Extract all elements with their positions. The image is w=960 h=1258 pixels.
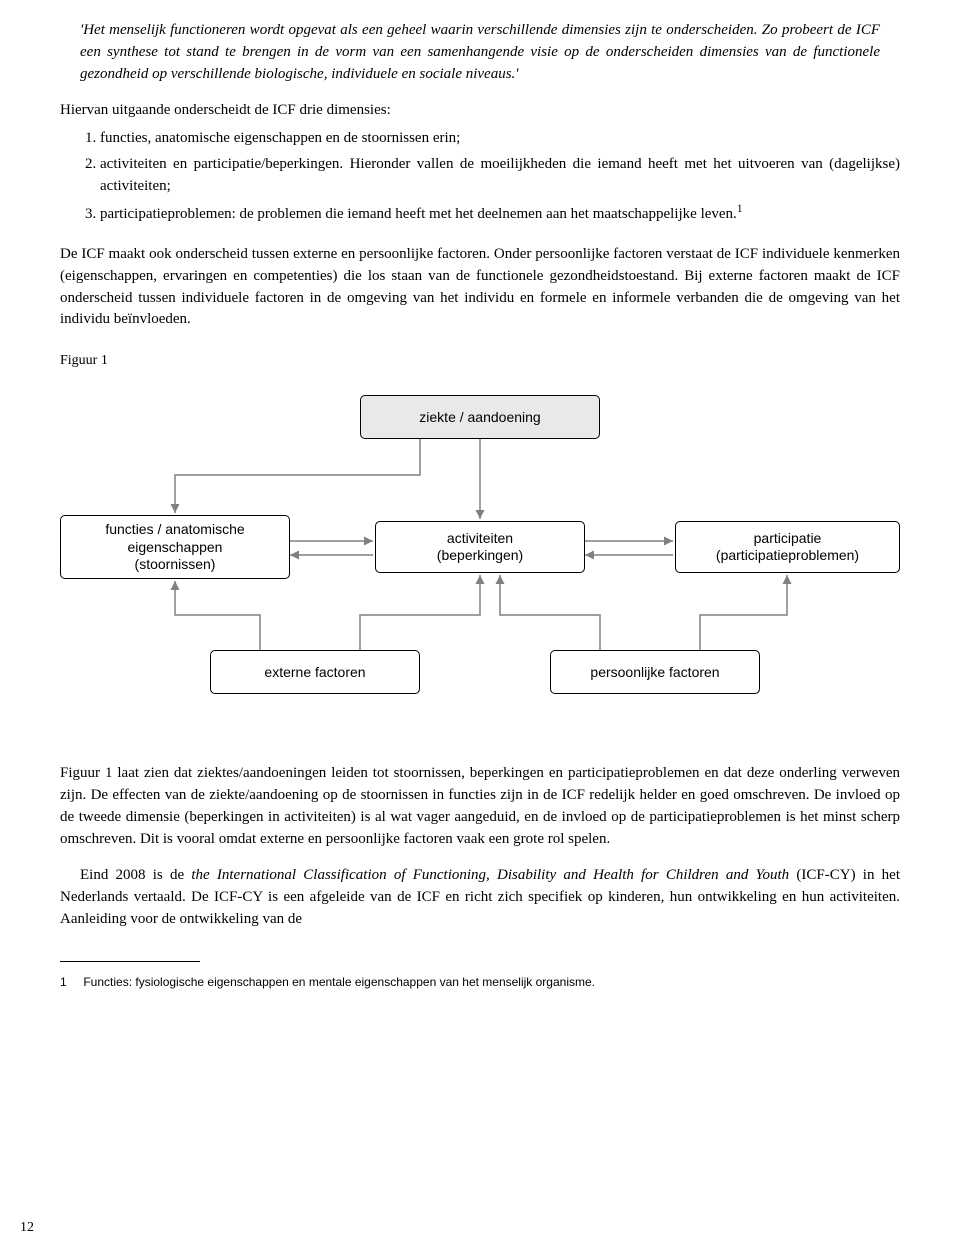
footnote-separator [60,961,200,962]
dimensions-list: functies, anatomische eigenschappen en d… [60,128,900,226]
box-label: ziekte / aandoening [419,409,540,427]
paragraph-icf-cy: Eind 2008 is de the International Classi… [60,865,900,930]
diagram-box-activities: activiteiten (beperkingen) [375,521,585,573]
diagram-box-disease: ziekte / aandoening [360,395,600,439]
box-label: persoonlijke factoren [590,664,719,682]
lead-in-text: Hiervan uitgaande onderscheidt de ICF dr… [60,100,900,122]
list-item: activiteiten en participatie/beperkingen… [100,154,900,198]
paragraph-icf-factors: De ICF maakt ook onderscheid tussen exte… [60,244,900,331]
list-item-text: participatieproblemen: de problemen die … [100,206,737,222]
figure-caption-paragraph: Figuur 1 laat zien dat ziektes/aandoenin… [60,763,900,850]
diagram-box-functions: functies / anatomische eigenschappen (st… [60,515,290,579]
box-label: externe factoren [264,664,365,682]
quote-paragraph: 'Het menselijk functioneren wordt opgeva… [80,20,880,85]
list-item: participatieproblemen: de problemen die … [100,201,900,226]
diagram-box-participation: participatie (participatieproblemen) [675,521,900,573]
figure-label: Figuur 1 [60,351,900,371]
list-item: functies, anatomische eigenschappen en d… [100,128,900,150]
text-run: Eind 2008 is de [80,867,191,883]
icf-diagram: ziekte / aandoening functies / anatomisc… [60,395,900,735]
footnote-number: 1 [60,974,80,991]
page-number: 12 [20,1218,34,1238]
footnote: 1 Functies: fysiologische eigenschappen … [60,974,900,991]
text-run-italic: the International Classification of Func… [191,867,789,883]
footnote-ref: 1 [737,203,743,215]
diagram-box-external: externe factoren [210,650,420,694]
diagram-box-personal: persoonlijke factoren [550,650,760,694]
footnote-text: Functies: fysiologische eigenschappen en… [83,975,595,989]
